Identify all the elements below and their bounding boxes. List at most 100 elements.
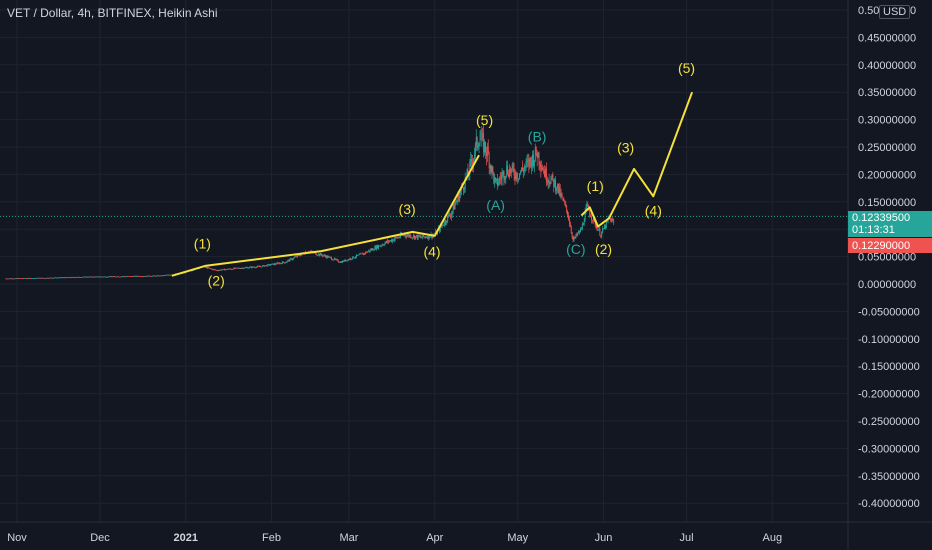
candle-body [473,158,474,165]
candle-body [170,274,172,276]
candle-body [304,253,306,255]
candle-body [449,215,451,217]
candle-body [419,236,421,238]
y-tick-label: -0.20000000 [858,389,920,401]
candle-body [130,276,132,277]
candle-body [77,276,79,278]
candle-body [417,234,419,239]
candle-body [339,262,341,263]
candle-body [570,227,572,233]
candle-body [131,276,133,277]
candle-body [168,274,170,276]
candle-body [598,228,600,230]
candle-body [134,275,136,277]
candle-body [25,278,27,280]
candle-body [542,168,544,171]
candle-body [499,177,501,179]
candle-body [74,277,76,279]
candle-body [320,253,322,256]
candle-body [166,274,168,276]
currency-button[interactable]: USD [879,5,911,19]
candle-body [451,210,453,215]
candle-body [156,275,158,277]
candle-body [554,179,556,187]
candle-body [158,275,160,277]
candle-body [323,255,325,256]
candle-body [88,276,90,278]
candle-body [251,266,253,268]
candle-body [260,266,261,268]
candle-body [589,210,591,216]
candle-body [10,278,11,280]
candle-body [512,164,514,169]
low-price-label: 0.12290000 [852,240,911,252]
y-tick-label: 0.00000000 [858,279,916,291]
candle-body [229,268,231,270]
candle-body [273,263,275,265]
candle-body [279,262,281,264]
candle-body [487,146,489,154]
elliott-wave-lines [171,91,694,277]
candle-body [504,178,506,180]
candle-body [5,278,7,280]
candle-body [85,276,87,278]
candle-body [569,223,571,228]
candle-body [119,276,121,278]
candle-body [429,236,431,238]
candle-body [443,224,445,226]
candle-body [151,276,153,278]
candle-body [123,276,125,278]
candle-body [315,252,317,255]
candle-body [35,278,37,279]
candle-body [299,255,301,257]
candle-body [21,278,23,280]
candle-body [82,276,83,278]
candle-body [145,276,147,277]
x-tick-label: 2021 [174,532,198,544]
candle-body [550,178,552,184]
candle-body [218,270,220,271]
candle-body [129,276,131,277]
candle-body [490,165,492,173]
candle-body [466,169,468,178]
candle-body [236,267,237,269]
x-tick-label: Apr [426,532,443,544]
candle-body [369,249,371,252]
candle-body [44,277,46,279]
candle-body [269,264,271,266]
candle-body [147,275,149,277]
candle-body [213,269,215,271]
candle-body [8,278,10,280]
candle-body [515,172,517,179]
candle-body [513,168,515,176]
candle-body [530,157,532,161]
candle-body [426,237,427,239]
wave-label: (4) [645,203,662,219]
candle-body [531,160,533,168]
candle-body [545,168,547,182]
candle-body [326,255,328,258]
candle-body [258,266,260,267]
candle-body [226,268,228,270]
candle-body [350,258,352,260]
candle-body [558,186,560,193]
candle-body [361,253,363,255]
candle-body [420,236,422,238]
candle-body [265,265,267,266]
candle-body [495,177,497,181]
candle-body [252,266,254,268]
candle-body [397,237,399,239]
y-tick-label: 0.15000000 [858,197,916,209]
candle-body [511,164,513,169]
candle-body [395,237,397,239]
candle-body [383,244,385,246]
candle-body [467,169,469,176]
candle-body [102,276,104,278]
candle-body [292,258,294,260]
candle-body [454,203,456,210]
low-price-tag: 0.12290000 [848,238,932,253]
candle-body [165,275,166,276]
candle-body [317,254,319,256]
candle-body [137,275,139,277]
